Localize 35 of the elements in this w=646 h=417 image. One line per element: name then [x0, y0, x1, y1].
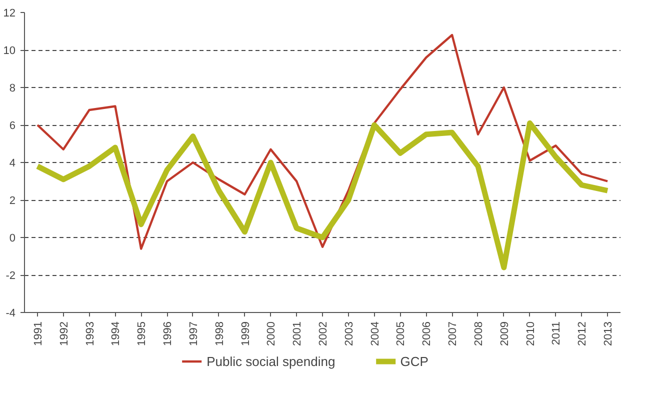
line-series [36, 34, 609, 250]
x-tick-label: 2008 [472, 321, 485, 346]
legend-label: GCP [400, 354, 428, 368]
x-tick-label: 1992 [58, 321, 70, 346]
legend-label: Public social spending [206, 354, 336, 368]
y-tick-label: 12 [3, 8, 16, 20]
x-tick-label: 1997 [188, 321, 200, 346]
x-tick-label: 2012 [576, 321, 589, 346]
y-tick-label: 2 [9, 195, 16, 207]
x-tick-label: 2000 [266, 321, 278, 346]
x-tick-label: 2003 [343, 321, 356, 346]
x-tick-label: 1998 [214, 321, 226, 346]
x-tick-label: 1999 [240, 321, 252, 346]
x-tick-label: 1994 [110, 321, 122, 346]
y-tick-label: -2 [6, 270, 16, 282]
x-tick-label: 2002 [318, 321, 330, 346]
x-tick-label: 2005 [395, 321, 408, 346]
x-tick-label: 2006 [421, 321, 434, 346]
y-tick-label: 4 [9, 158, 16, 170]
x-tick-label: 1993 [84, 321, 96, 346]
y-tick-label: 0 [9, 232, 16, 244]
y-tick-label: 6 [9, 120, 16, 132]
x-tick-label: 2009 [498, 321, 511, 346]
x-tick-label: 2001 [292, 321, 304, 346]
y-tick-label: 8 [9, 82, 16, 94]
x-tick-label: 2011 [550, 322, 563, 346]
x-tick-label: 2004 [369, 321, 382, 346]
y-tick-label: -4 [6, 308, 16, 320]
x-tick-label: 2013 [602, 321, 615, 346]
x-tick-label: 2010 [524, 321, 537, 346]
x-tick-label: 2007 [447, 321, 460, 346]
x-tick-label: 1991 [32, 321, 44, 346]
x-tick-label: 1995 [136, 321, 148, 346]
x-tick-label: 1996 [162, 321, 174, 346]
y-tick-label: 10 [3, 45, 16, 57]
